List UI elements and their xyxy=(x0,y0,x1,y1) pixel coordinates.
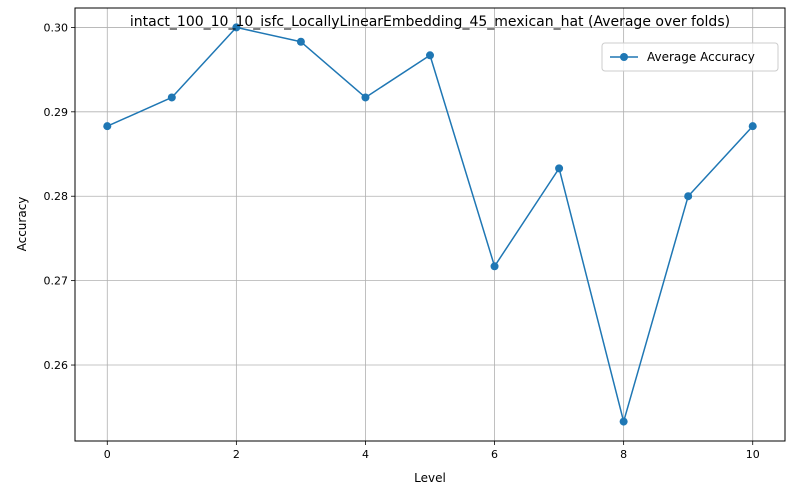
x-tick-label: 6 xyxy=(491,448,498,461)
y-tick-label: 0.30 xyxy=(44,21,69,34)
data-point xyxy=(361,93,370,102)
x-tick-label: 2 xyxy=(233,448,240,461)
grid-lines xyxy=(75,8,785,441)
chart-title: intact_100_10_10_isfc_LocallyLinearEmbed… xyxy=(130,14,730,30)
y-tick-label: 0.27 xyxy=(44,275,69,288)
y-axis-title: Accuracy xyxy=(15,197,29,252)
data-point xyxy=(684,192,693,201)
y-tick-label: 0.28 xyxy=(44,190,69,203)
data-point xyxy=(490,262,499,271)
legend: Average Accuracy xyxy=(601,42,779,72)
legend-label: Average Accuracy xyxy=(647,50,755,64)
legend-marker-swatch xyxy=(620,53,628,61)
y-tick-label: 0.26 xyxy=(44,359,69,372)
x-tick-label: 8 xyxy=(620,448,627,461)
axis-ticks: 0 2 4 6 8 10 0.26 0.27 0.28 0.29 0.30 xyxy=(44,21,760,461)
data-point xyxy=(103,122,112,131)
data-point xyxy=(296,37,305,46)
y-tick-label: 0.29 xyxy=(44,106,69,119)
plot-frame xyxy=(74,7,786,442)
data-point xyxy=(619,417,628,426)
series-group xyxy=(103,23,757,426)
data-point xyxy=(167,93,176,102)
x-tick-label: 4 xyxy=(362,448,369,461)
data-point xyxy=(555,164,564,173)
data-point xyxy=(748,122,757,131)
x-tick-label: 0 xyxy=(104,448,111,461)
legend-box xyxy=(601,42,779,72)
x-tick-label: 10 xyxy=(746,448,760,461)
x-axis-title: Level xyxy=(414,471,446,485)
data-point xyxy=(232,23,241,32)
data-point xyxy=(426,51,434,60)
